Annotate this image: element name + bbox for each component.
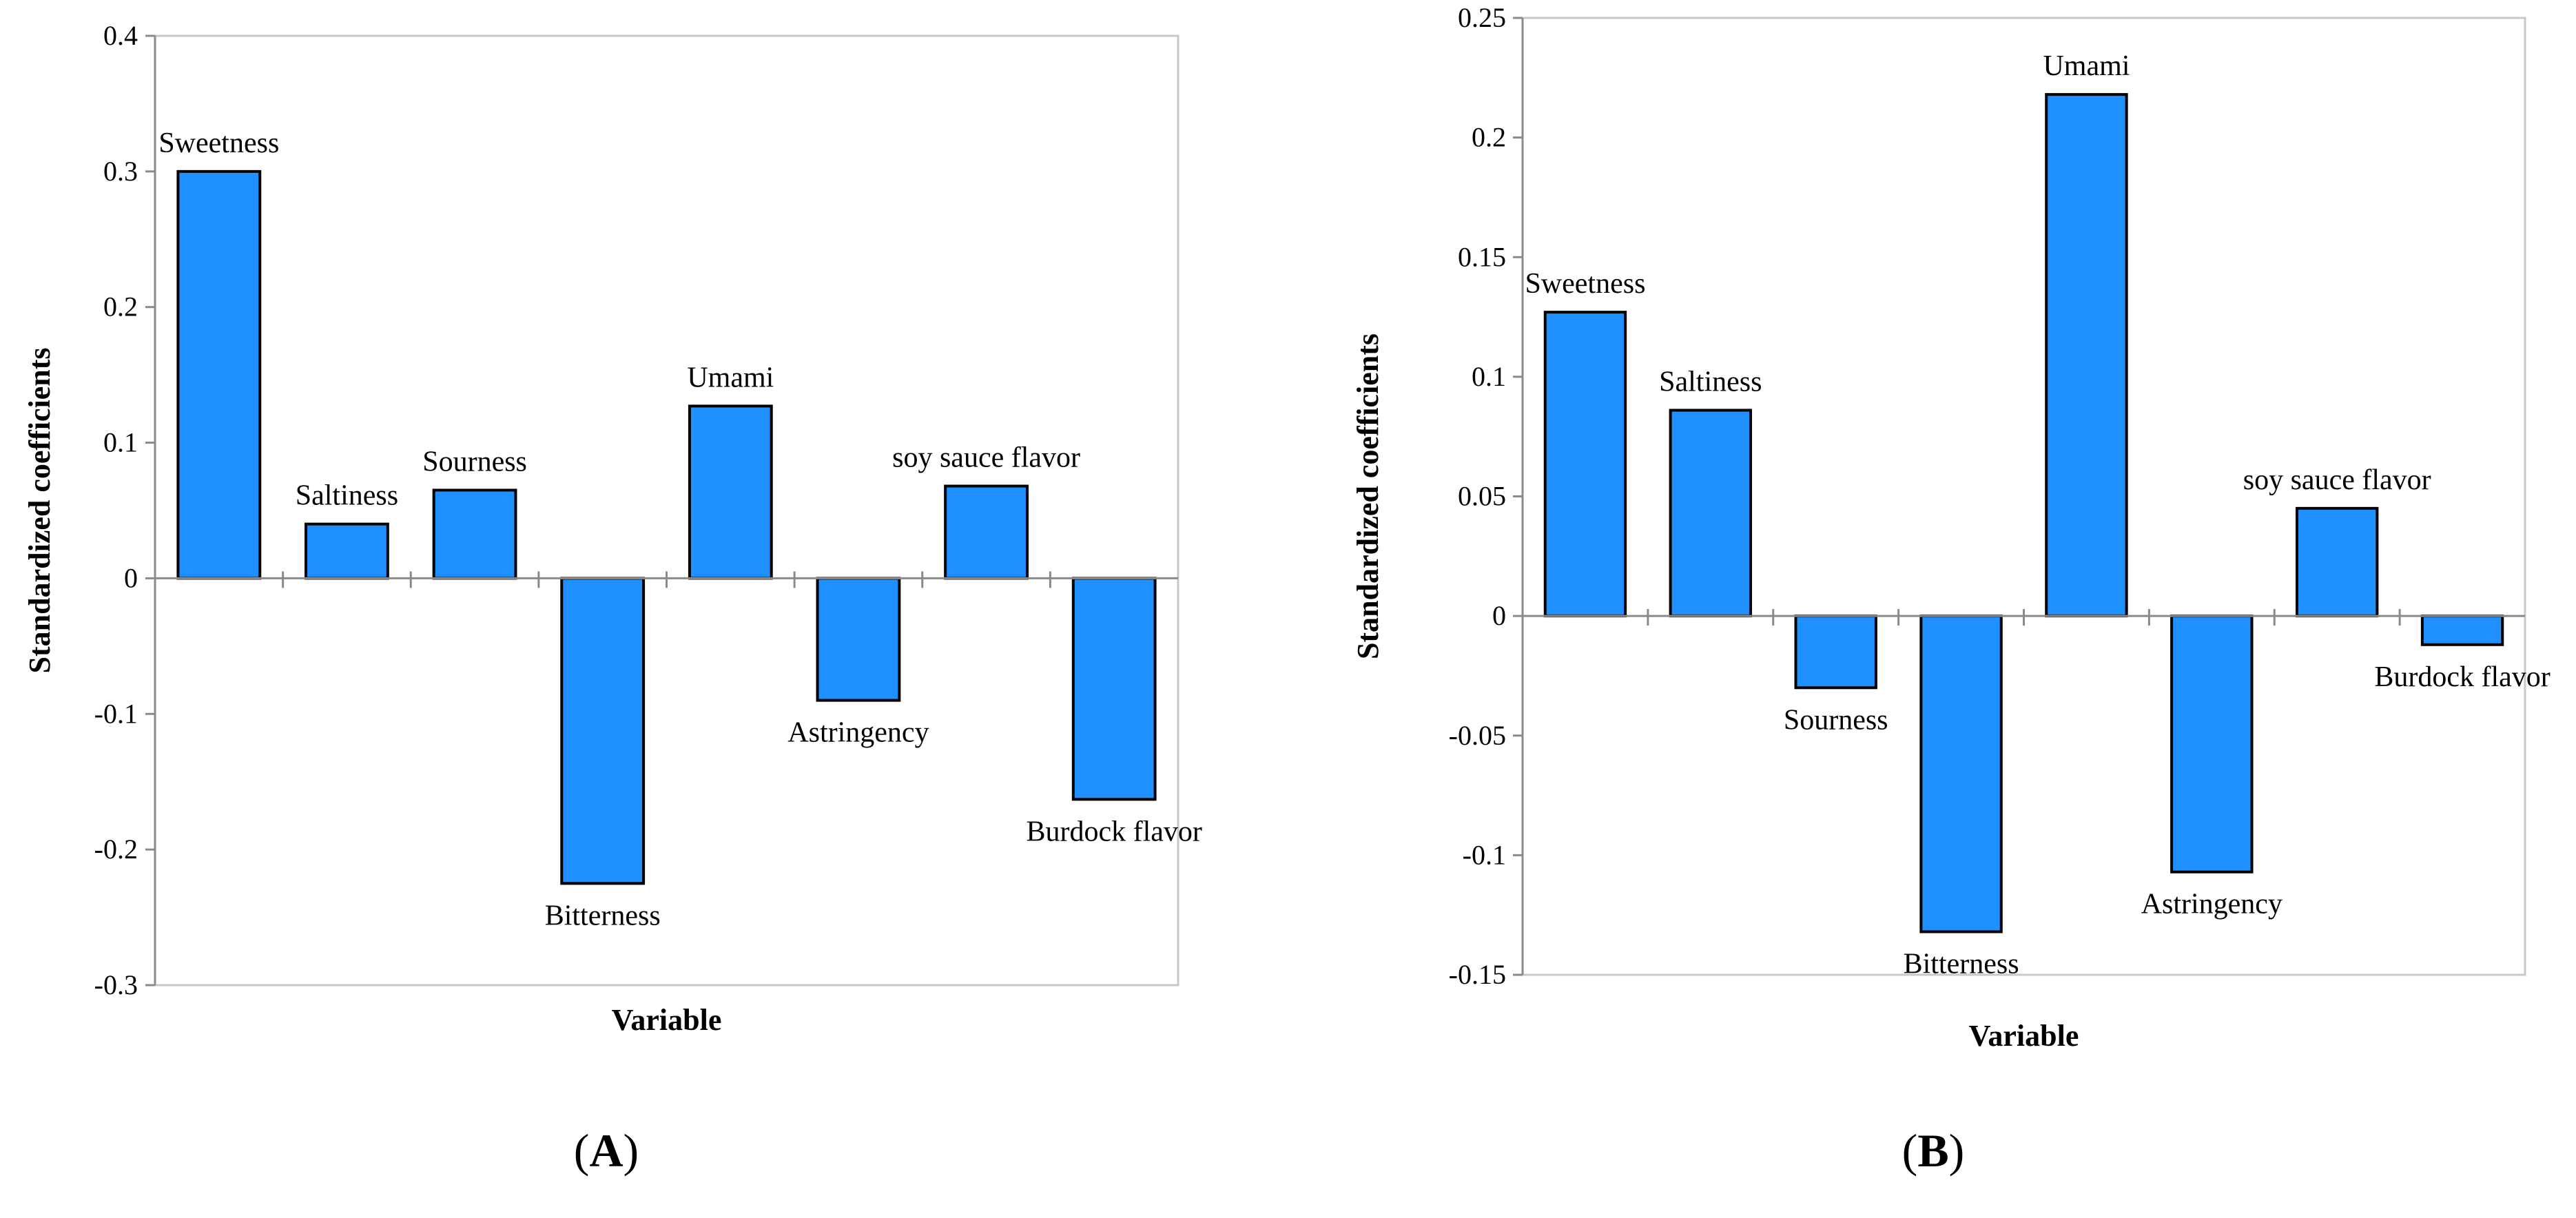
y-tick-label-b-7: -0.1 (1463, 839, 1506, 870)
panel-label-a: (A) (574, 1124, 639, 1177)
bar-a-4 (688, 404, 773, 580)
bar-b-1 (1669, 409, 1753, 618)
bar-label-b-1: Saltiness (1659, 366, 1762, 398)
chart-a-svg: 0.4 0.3 0.2 0.1 0 -0.1 -0.2 -0.3 Sweetness Saltin… (23, 20, 1202, 1177)
bar-b-4 (2045, 93, 2128, 618)
y-tick-label-b-1: 0.2 (1472, 122, 1506, 153)
y-tick-label-a-2: 0.2 (103, 291, 138, 322)
bar-b-0 (1543, 311, 1627, 618)
bar-label-a-3: Bitterness (545, 900, 661, 931)
bar-label-a-6: soy sauce flavor (892, 442, 1080, 474)
y-tick-label-a-0: 0.4 (103, 20, 138, 51)
bar-b-3 (1919, 615, 2003, 933)
bar-label-a-1: Saltiness (296, 480, 398, 512)
y-tick-label-b-3: 0.1 (1472, 361, 1506, 392)
bar-label-b-3: Bitterness (1904, 948, 2019, 980)
bar-label-b-0: Sweetness (1525, 268, 1645, 300)
bar-label-a-7: Burdock flavor (1026, 816, 1202, 847)
y-tick-label-a-1: 0.3 (103, 156, 138, 187)
bar-b-6 (2295, 506, 2379, 618)
y-tick-label-b-0: 0.25 (1458, 2, 1506, 33)
bar-a-3 (560, 577, 646, 885)
bar-label-b-4: Umami (2043, 50, 2130, 82)
y-tick-label-a-6: -0.2 (94, 834, 138, 865)
chart-panel-a: 0.4 0.3 0.2 0.1 0 -0.1 -0.2 -0.3 Sweetness Saltin… (0, 0, 1281, 1218)
y-tick-label-b-8: -0.15 (1449, 959, 1506, 990)
chart-b-svg: 0.25 0.2 0.15 0.1 0.05 0 -0.05 -0.1 -0.15 Sweetne… (1351, 2, 2551, 1177)
bar-a-6 (944, 484, 1029, 580)
panel-label-b: (B) (1902, 1124, 1965, 1177)
y-tick-label-a-5: -0.1 (94, 698, 138, 729)
bar-label-a-0: Sweetness (158, 127, 279, 159)
y-tick-label-a-3: 0.1 (103, 427, 138, 458)
bar-a-0 (176, 169, 262, 580)
bar-a-2 (432, 488, 517, 580)
bar-b-7 (2420, 615, 2504, 646)
bar-a-5 (816, 577, 901, 702)
x-axis-title-b: Variable (1969, 1019, 2079, 1053)
y-tick-label-b-2: 0.15 (1458, 241, 1506, 272)
y-tick-label-a-4: 0 (124, 562, 138, 593)
bar-label-b-7: Burdock flavor (2374, 661, 2550, 693)
bar-label-a-4: Umami (687, 362, 774, 393)
bar-label-b-5: Astringency (2141, 889, 2283, 920)
y-axis-title-b: Standardized coefficients (1351, 333, 1385, 659)
chart-panel-b: 0.25 0.2 0.15 0.1 0.05 0 -0.05 -0.1 -0.15 Sweetne… (1295, 0, 2576, 1218)
y-tick-label-b-5: 0 (1492, 600, 1506, 631)
bar-label-a-2: Sourness (422, 446, 527, 477)
x-axis-title-a: Variable (612, 1003, 722, 1037)
bar-b-5 (2170, 615, 2254, 874)
bar-label-a-5: Astringency (787, 717, 929, 749)
bar-b-2 (1794, 615, 1877, 690)
bar-a-7 (1071, 577, 1157, 801)
bar-label-b-2: Sourness (1784, 704, 1888, 736)
y-axis-title-a: Standardized coefficients (23, 348, 56, 674)
y-tick-label-a-7: -0.3 (94, 969, 138, 1000)
y-tick-label-b-6: -0.05 (1449, 720, 1506, 751)
bar-label-b-6: soy sauce flavor (2243, 464, 2431, 496)
bar-a-1 (305, 522, 389, 580)
y-tick-label-b-4: 0.05 (1458, 481, 1506, 512)
